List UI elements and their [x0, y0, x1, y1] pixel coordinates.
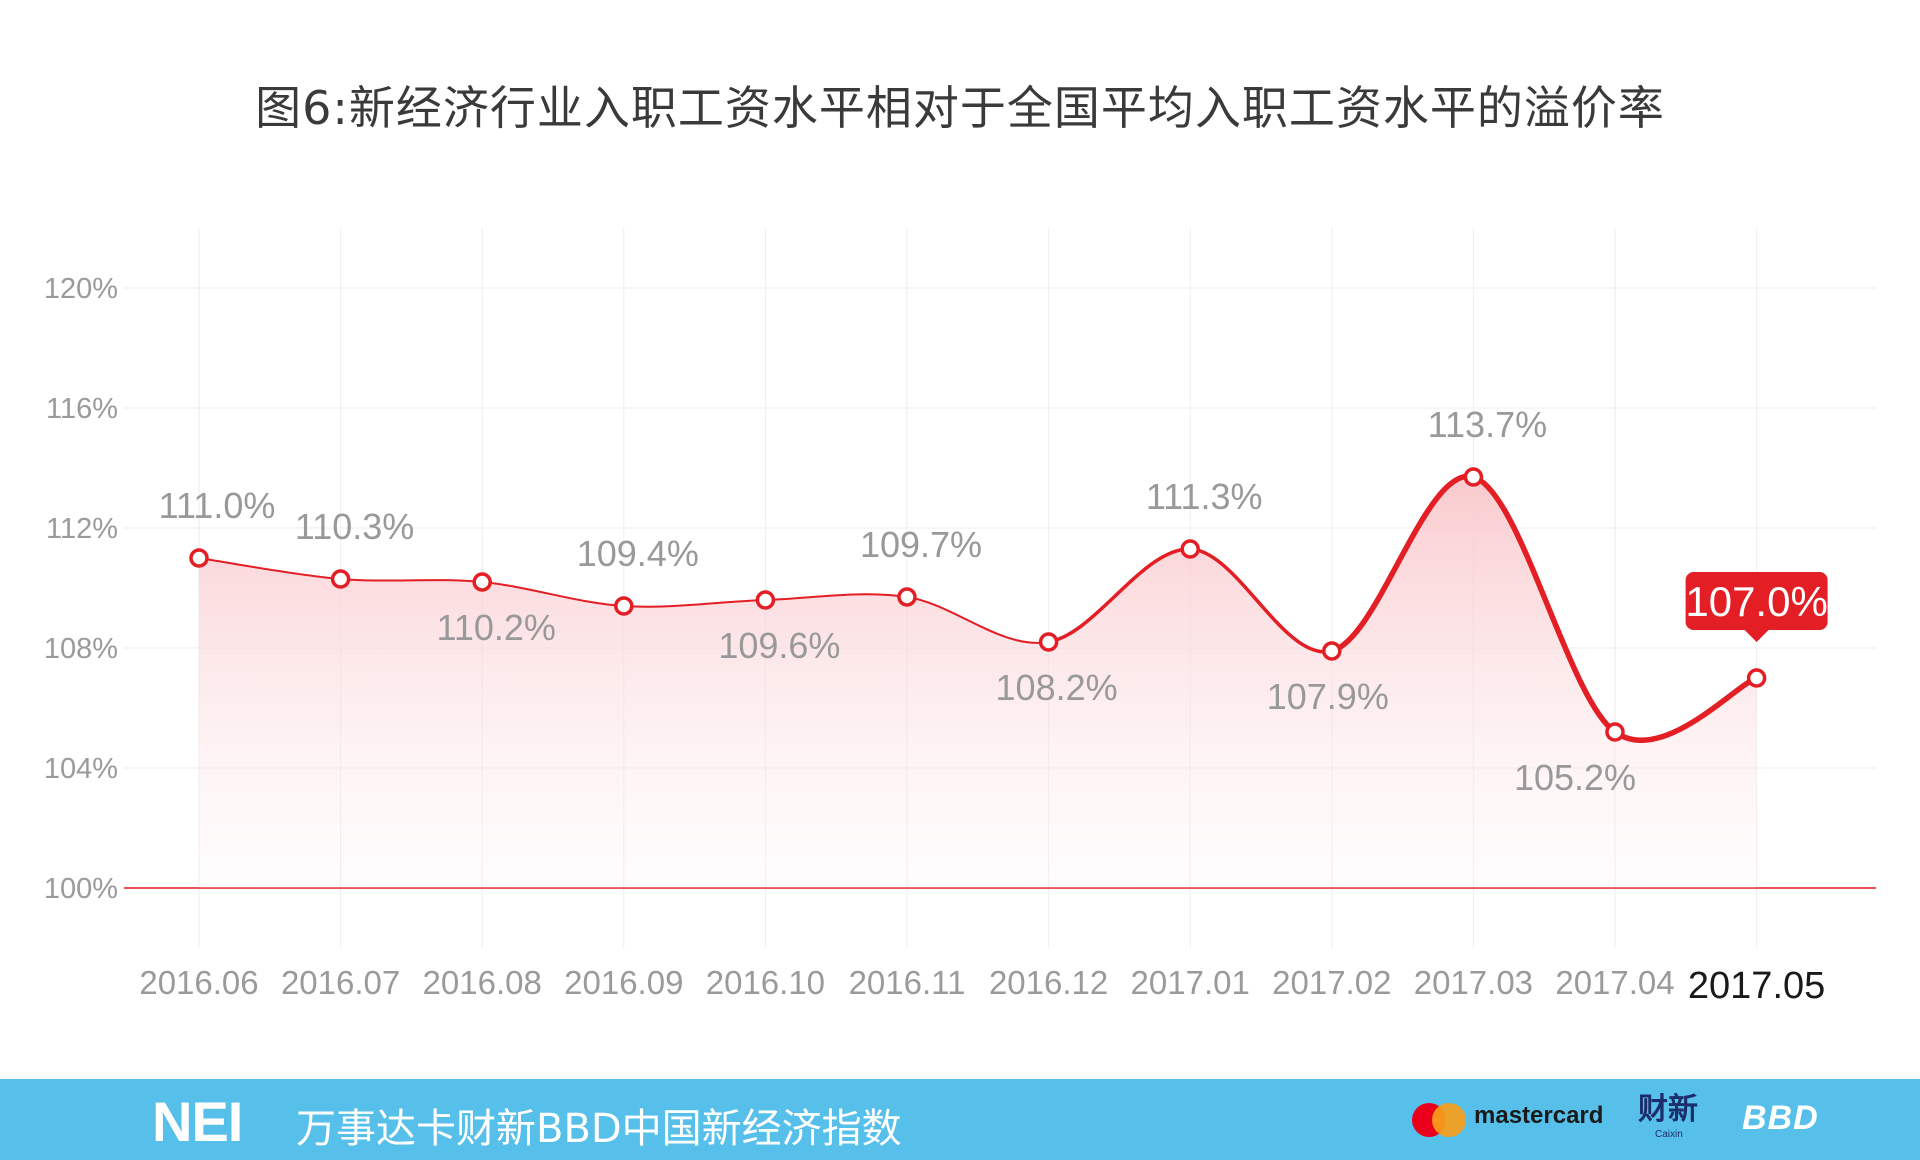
caixin-logo: 财新: [1638, 1092, 1698, 1127]
line-segment: [1470, 474, 1618, 735]
y-tick-label: 112%: [46, 513, 118, 545]
data-point: [1605, 722, 1625, 742]
data-point: [472, 572, 492, 592]
bbd-logo: BBD: [1742, 1099, 1819, 1137]
highlight-label-bg: [1685, 572, 1828, 630]
x-tick-label: 2016.09: [564, 964, 683, 1001]
data-label: 110.2%: [436, 607, 555, 648]
x-tick-label: 2016.06: [139, 964, 258, 1001]
highlight-label-pointer: [1744, 630, 1769, 642]
mastercard-wordmark: mastercard: [1474, 1102, 1604, 1129]
data-label: 109.4%: [577, 533, 699, 574]
y-tick-label: 116%: [46, 393, 118, 425]
data-label: 111.3%: [1146, 476, 1263, 517]
x-tick-label: 2016.08: [423, 964, 542, 1001]
data-point: [1322, 641, 1342, 661]
x-tick-label: 2017.05: [1688, 965, 1825, 1007]
data-point: [755, 590, 776, 610]
mastercard-logo-icon: [1412, 1103, 1466, 1137]
data-label: 110.3%: [295, 506, 414, 547]
data-point: [1463, 467, 1484, 487]
x-tick-label: 2017.04: [1555, 964, 1674, 1001]
x-tick-label: 2017.03: [1414, 964, 1533, 1001]
data-label-highlight: 107.0%: [1685, 578, 1827, 625]
y-tick-label: 120%: [44, 273, 118, 305]
footer-title: 万事达卡财新BBD中国新经济指数: [296, 1106, 902, 1152]
data-label: 107.9%: [1267, 676, 1389, 717]
data-point: [1180, 539, 1200, 559]
data-label: 109.7%: [860, 524, 982, 565]
series-line: [198, 473, 1760, 743]
data-point: [189, 548, 209, 568]
caixin-logo-sub: Caixin: [1655, 1129, 1683, 1140]
y-tick-label: 100%: [44, 873, 118, 905]
x-tick-label: 2016.10: [706, 964, 825, 1001]
y-axis: 100% 104% 108% 112% 116% 120%: [44, 273, 118, 905]
data-point: [614, 596, 634, 616]
chart-title: 图6:新经济行业入职工资水平相对于全国平均入职工资水平的溢价率: [255, 81, 1665, 135]
area-path: [199, 476, 1757, 888]
footer-bar: NEI 万事达卡财新BBD中国新经济指数 mastercard 财新 Caixi…: [0, 1079, 1920, 1160]
line-segment: [1046, 547, 1192, 644]
y-tick-label: 104%: [44, 753, 118, 785]
data-label: 105.2%: [1514, 757, 1636, 798]
data-label: 113.7%: [1428, 404, 1547, 445]
line-segment: [622, 599, 767, 608]
x-axis: 2016.06 2016.07 2016.08 2016.09 2016.10 2016.…: [139, 964, 1825, 1007]
data-labels: 111.0% 110.3% 110.2% 109.4% 109.6% 109.7% 108.…: [159, 404, 1828, 798]
data-label: 109.6%: [718, 625, 840, 666]
line-chart: 100%104%108%112%116%120% 2016.06 2016.07 2…: [44, 228, 1876, 1007]
data-point: [1746, 668, 1767, 688]
line-segment: [339, 578, 484, 583]
x-tick-label: 2017.01: [1131, 964, 1250, 1001]
area-fill: [199, 476, 1757, 888]
line-segment: [1612, 675, 1760, 743]
nei-logo: NEI: [152, 1090, 243, 1153]
x-tick-label: 2016.07: [281, 964, 400, 1001]
data-label: 108.2%: [996, 667, 1118, 708]
data-label: 111.0%: [159, 485, 276, 526]
line-segment: [1329, 473, 1477, 654]
x-tick-label: 2016.12: [989, 964, 1108, 1001]
data-point: [897, 587, 917, 607]
data-point: [330, 569, 351, 589]
line-segment: [764, 593, 908, 601]
line-segment: [198, 557, 342, 580]
x-tick-label: 2017.02: [1272, 964, 1391, 1001]
line-segment: [1188, 547, 1334, 654]
x-tick-label: 2016.11: [849, 964, 966, 1001]
line-segment: [906, 596, 1050, 644]
data-point: [1038, 632, 1059, 652]
data-points: [189, 467, 1767, 742]
y-tick-label: 108%: [44, 633, 118, 665]
line-segment: [481, 581, 625, 607]
